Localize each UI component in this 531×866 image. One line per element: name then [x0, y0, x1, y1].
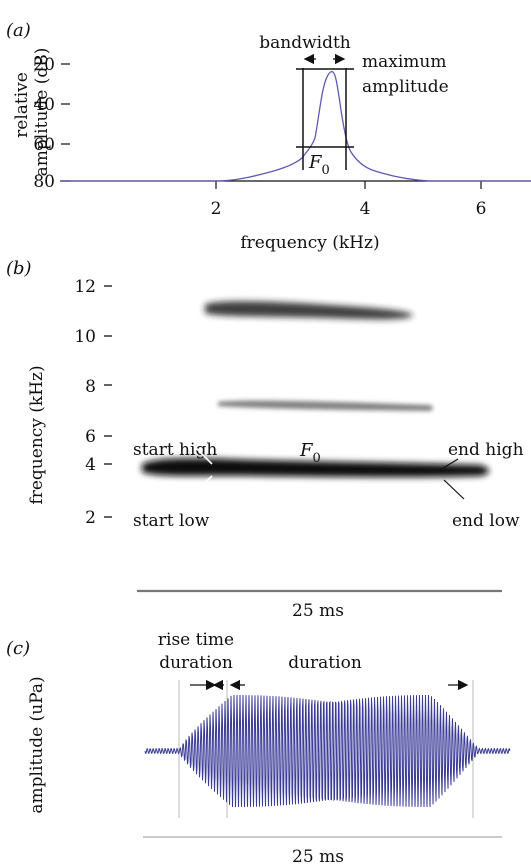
panel-a-y-ticks: 20 40 60 80 [33, 55, 70, 192]
panel-a-y-tick: 20 [33, 55, 55, 75]
panel-b-start-low-label: start low [133, 511, 210, 531]
panel-b-start-high-label: start high [133, 440, 217, 460]
panel-a-y-tick: 60 [33, 135, 55, 155]
panel-b-end-high-label: end high [448, 440, 524, 460]
panel-c-waveform [144, 694, 511, 808]
panel-b-y-tick: 6 [85, 427, 96, 447]
panel-c-scale-label: 25 ms [292, 847, 344, 866]
panel-b-y-axis-label: frequency (kHz) [27, 365, 47, 504]
panel-c-y-axis-label: amplitude (uPa) [27, 676, 47, 813]
panel-b-y-tick: 10 [74, 327, 96, 347]
panel-a-x-axis-label: frequency (kHz) [240, 233, 379, 253]
panel-b-end-high-pointer [439, 458, 459, 471]
panel-b: (b) frequency (kHz) 12 10 8 6 4 2 F0 sta… [6, 258, 524, 621]
panel-c-duration-label: duration [288, 653, 362, 673]
panel-a-y-axis-label-line2: amplitude (dB) [32, 48, 52, 177]
panel-b-y-tick: 2 [85, 508, 96, 528]
panel-b-label: (b) [6, 258, 32, 279]
panel-a-max-amplitude-line1: maximum [362, 52, 446, 72]
panel-b-start-high-pointer [195, 447, 213, 465]
panel-c-rise-time-line2: duration [159, 653, 233, 673]
panel-b-harmonic-band-middle [218, 400, 433, 411]
panel-c-rise-time-line1: rise time [158, 630, 234, 650]
panel-a-x-tick: 6 [476, 199, 487, 219]
panel-a-y-tick: 80 [33, 172, 55, 192]
panel-a-y-axis-label-line1: relative [12, 72, 32, 138]
panel-a-y-tick: 40 [33, 95, 55, 115]
panel-a-spectrum-curve [60, 71, 531, 182]
panel-c-label: (c) [6, 638, 30, 659]
panel-a: (a) relative amplitude (dB) 20 40 60 80 … [6, 20, 531, 253]
panel-a-max-amplitude-line2: amplitude [362, 77, 449, 97]
panel-a-x-tick: 2 [211, 199, 222, 219]
panel-a-x-tick: 4 [360, 199, 371, 219]
panel-b-end-low-pointer [443, 479, 465, 500]
panel-b-end-low-label: end low [452, 511, 520, 531]
panel-a-bandwidth-label: bandwidth [259, 33, 351, 53]
panel-b-f0-label: F0 [299, 440, 321, 466]
panel-a-label: (a) [6, 20, 31, 41]
panel-c: (c) amplitude (uPa) rise time duration d… [6, 630, 511, 866]
panel-b-scale-label: 25 ms [292, 601, 344, 621]
panel-b-y-tick: 12 [74, 277, 96, 297]
panel-b-f0-band [142, 458, 489, 478]
panel-c-waveform-trace [144, 694, 511, 808]
panel-b-start-low-pointer [195, 475, 213, 492]
panel-b-y-ticks: 12 10 8 6 4 2 [74, 277, 112, 528]
panel-b-y-tick: 4 [85, 455, 96, 475]
panel-b-y-tick: 8 [85, 377, 96, 397]
panel-a-f0-label: F0 [308, 152, 330, 178]
panel-b-harmonic-band-top [205, 301, 413, 320]
